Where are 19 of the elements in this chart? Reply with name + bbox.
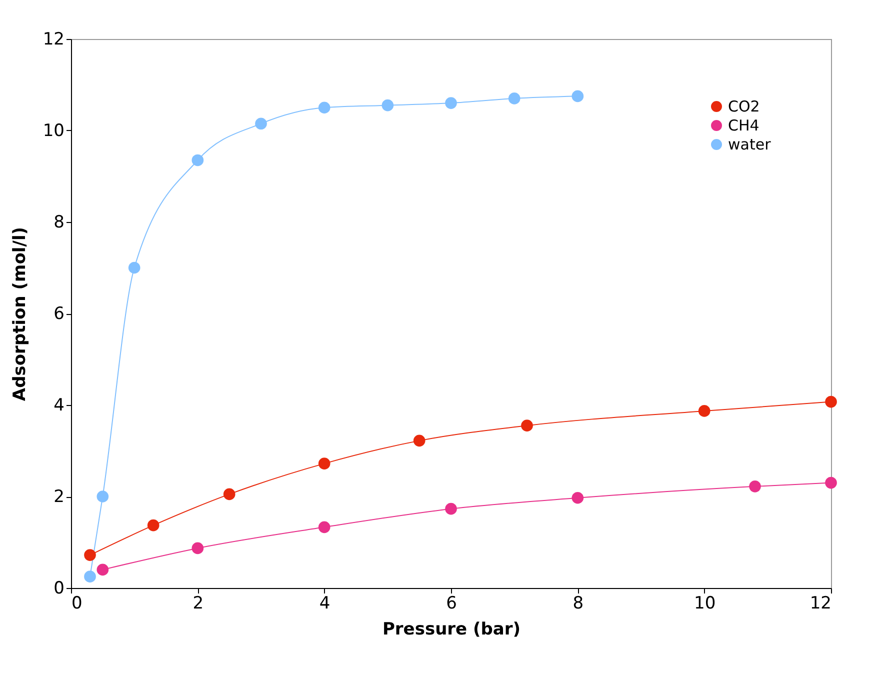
x-tick-label: 12 — [810, 594, 832, 614]
legend-label: CH4 — [728, 116, 760, 134]
y-tick-label: 4 — [54, 396, 64, 416]
x-tick-label: 0 — [72, 594, 82, 614]
legend-label: CO2 — [728, 98, 760, 116]
y-axis-title: Adsorption (mol/l) — [10, 226, 30, 402]
y-tick-label: 0 — [54, 578, 64, 598]
y-tick-label: 2 — [54, 487, 64, 507]
x-tick-label: 6 — [446, 594, 457, 614]
y-tick-label: 12 — [42, 30, 64, 50]
y-tick-label: 10 — [42, 121, 64, 141]
y-tick-label: 6 — [54, 304, 64, 324]
x-tick-label: 2 — [192, 594, 204, 614]
y-tick-label: 8 — [54, 212, 64, 232]
x-tick-label: 4 — [319, 594, 330, 614]
legend-label: water — [728, 136, 772, 154]
x-tick-label: 10 — [694, 594, 716, 614]
x-tick-label: 8 — [572, 594, 584, 614]
x-axis-title: Pressure (bar) — [382, 620, 521, 640]
